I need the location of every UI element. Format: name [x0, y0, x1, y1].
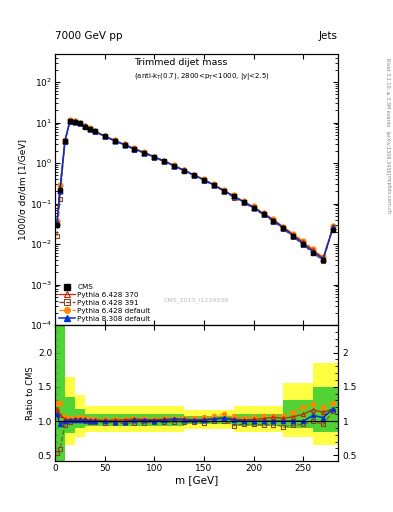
Legend: CMS, Pythia 6.428 370, Pythia 6.428 391, Pythia 6.428 default, Pythia 8.308 defa: CMS, Pythia 6.428 370, Pythia 6.428 391,… [57, 283, 152, 323]
Text: mcplots.cern.ch: mcplots.cern.ch [385, 175, 390, 214]
Y-axis label: Ratio to CMS: Ratio to CMS [26, 366, 35, 420]
Text: [arXiv:1306.3436]: [arXiv:1306.3436] [385, 132, 390, 176]
Text: Jets: Jets [319, 31, 338, 41]
Text: Rivet 3.1.10, ≥ 3.3M events: Rivet 3.1.10, ≥ 3.3M events [385, 58, 390, 126]
Y-axis label: 1000/σ dσ/dm [1/GeV]: 1000/σ dσ/dm [1/GeV] [18, 139, 27, 240]
X-axis label: m [GeV]: m [GeV] [175, 475, 218, 485]
Text: CMS_2013_I1224539: CMS_2013_I1224539 [164, 297, 229, 304]
Text: (anti-k$_\mathrm{T}$(0.7), 2800<p$_\mathrm{T}$<1000, |y|<2.5): (anti-k$_\mathrm{T}$(0.7), 2800<p$_\math… [134, 71, 270, 82]
Text: Trimmed dijet mass: Trimmed dijet mass [134, 58, 228, 67]
Text: 7000 GeV pp: 7000 GeV pp [55, 31, 123, 41]
